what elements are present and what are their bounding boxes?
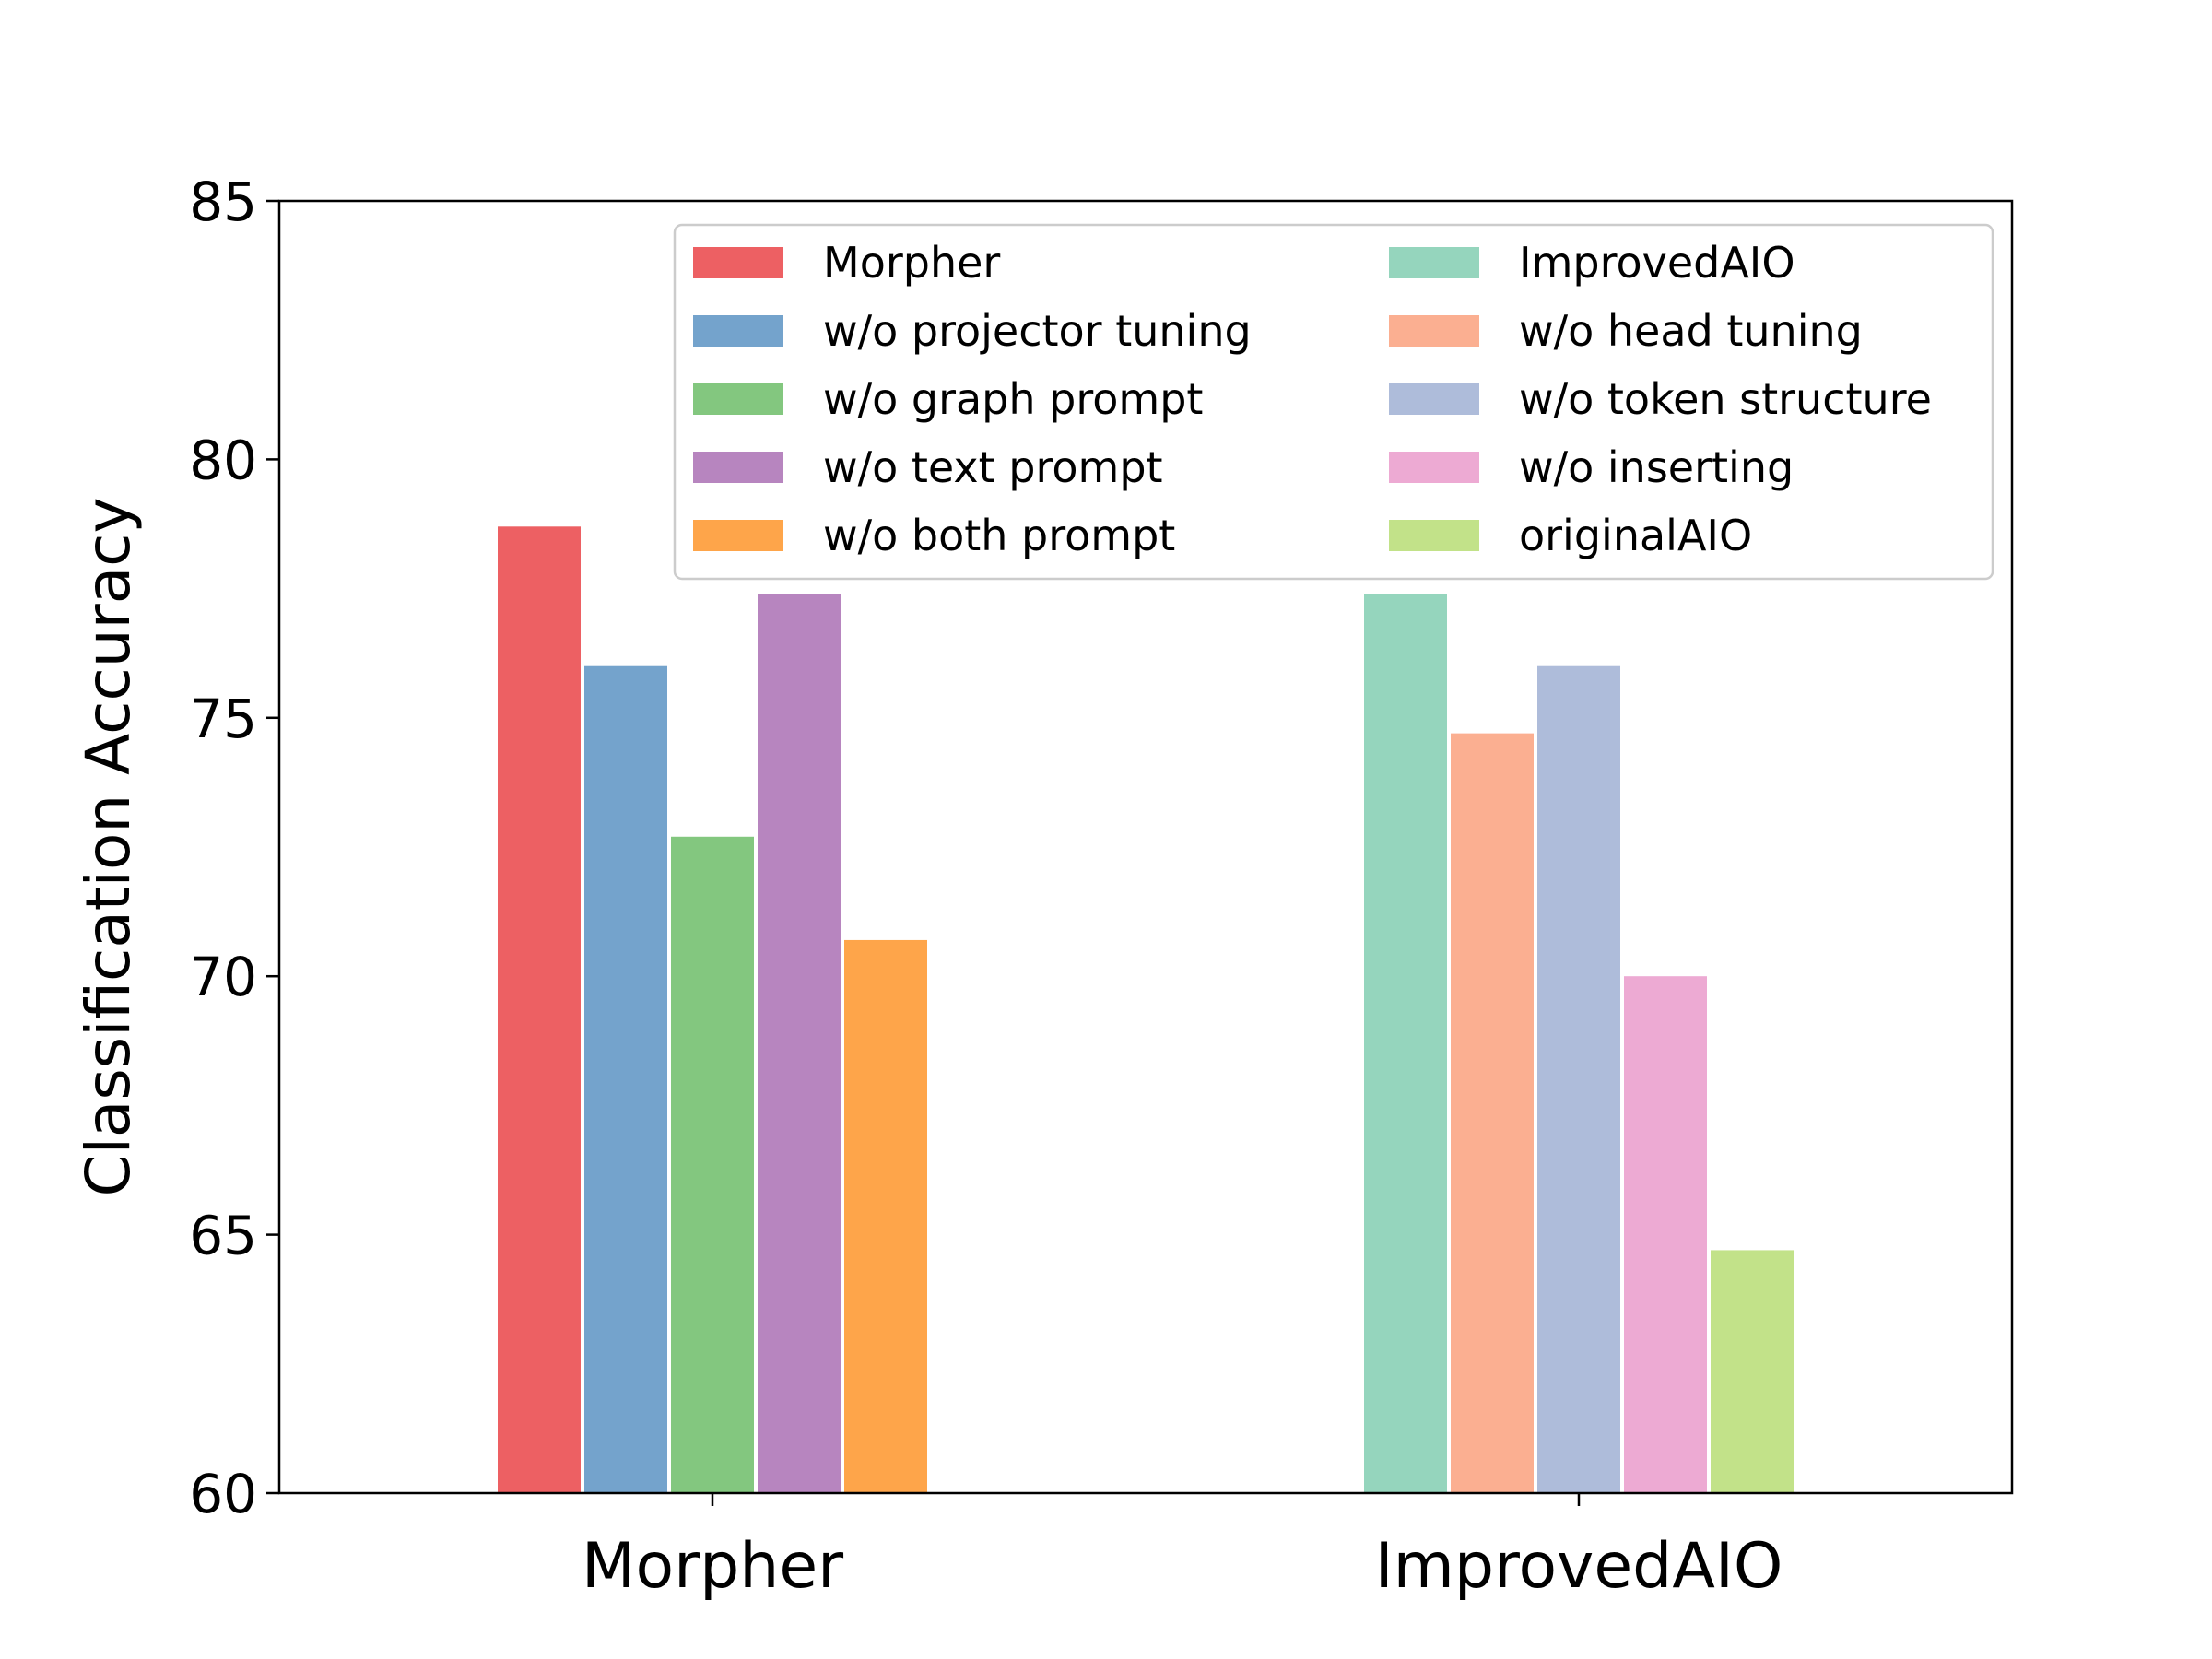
y-tick-label: 65 xyxy=(189,1205,257,1267)
legend-label: w/o head tuning xyxy=(1519,306,1863,356)
plot-frame xyxy=(277,199,2014,1495)
x-category-label: ImprovedAIO xyxy=(1375,1530,1783,1603)
legend-swatch xyxy=(693,520,783,551)
legend-label: w/o text prompt xyxy=(823,442,1163,492)
bar-improvedaio-2 xyxy=(1451,733,1534,1493)
y-tick-label: 85 xyxy=(189,171,257,233)
legend: Morpher w/o projector tuning w/o graph pro… xyxy=(673,223,1994,581)
x-category-label: Morpher xyxy=(582,1530,843,1603)
legend-label: w/o projector tuning xyxy=(823,306,1252,356)
legend-label: ImprovedAIO xyxy=(1519,238,1795,288)
legend-label: originalAIO xyxy=(1519,511,1752,560)
bars-layer xyxy=(498,526,1794,1494)
y-axis-label: Classification Accuracy xyxy=(73,498,144,1197)
legend-swatch xyxy=(693,247,783,278)
bar-morpher-4 xyxy=(758,594,841,1493)
bar-morpher-3 xyxy=(671,836,754,1493)
y-tick-label: 80 xyxy=(189,429,257,491)
legend-swatch xyxy=(693,452,783,483)
bar-improvedaio-1 xyxy=(1364,594,1447,1493)
legend-label: Morpher xyxy=(823,238,1000,288)
bar-improvedaio-3 xyxy=(1537,665,1620,1493)
bar-morpher-5 xyxy=(844,939,927,1493)
y-axis: 60 65 70 75 80 85 xyxy=(189,171,279,1525)
legend-label: w/o inserting xyxy=(1519,442,1794,492)
bar-improvedaio-4 xyxy=(1624,976,1707,1493)
x-axis: Morpher ImprovedAIO xyxy=(582,1493,1783,1603)
legend-swatch xyxy=(1389,247,1479,278)
legend-label: w/o token structure xyxy=(1519,374,1932,424)
bar-improvedaio-5 xyxy=(1711,1250,1794,1493)
legend-swatch xyxy=(693,315,783,347)
bar-morpher-1 xyxy=(498,526,581,1494)
legend-label: w/o both prompt xyxy=(823,511,1175,560)
bar-morpher-2 xyxy=(584,665,667,1493)
legend-swatch xyxy=(1389,315,1479,347)
legend-swatch xyxy=(1389,383,1479,415)
y-tick-label: 60 xyxy=(189,1463,257,1525)
y-tick-label: 75 xyxy=(189,688,257,750)
legend-swatch xyxy=(1389,452,1479,483)
legend-swatch xyxy=(693,383,783,415)
legend-frame xyxy=(673,223,1994,581)
legend-swatch xyxy=(1389,520,1479,551)
y-tick-label: 70 xyxy=(189,946,257,1008)
legend-label: w/o graph prompt xyxy=(823,374,1203,424)
